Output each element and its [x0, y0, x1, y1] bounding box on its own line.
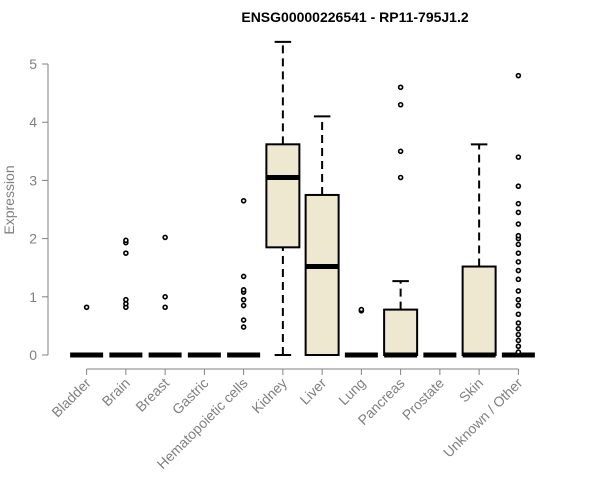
outlier-point — [397, 84, 404, 91]
outlier-point — [123, 237, 129, 244]
outlier-point — [240, 317, 247, 323]
outlier-point — [515, 232, 522, 239]
outlier-point — [240, 296, 247, 303]
y-tick-label: 3 — [29, 172, 37, 188]
outlier-point — [397, 148, 404, 155]
box-group — [227, 197, 261, 358]
box-group — [383, 84, 419, 358]
x-tick-label: Brain — [99, 375, 133, 409]
outlier-point — [515, 221, 522, 227]
outlier-point — [240, 302, 247, 309]
x-tick-label: Lung — [335, 375, 368, 408]
outlier-point — [397, 101, 404, 108]
outlier-point — [515, 337, 522, 344]
outlier-point — [240, 324, 247, 330]
outlier-point — [240, 287, 247, 293]
box-group — [70, 304, 104, 358]
outlier-point — [515, 267, 522, 274]
outlier-point — [515, 183, 522, 190]
box-group — [304, 115, 340, 356]
y-axis: 0 1 2 3 4 5 — [29, 56, 49, 363]
box-iqr — [265, 143, 301, 249]
box-group — [461, 143, 497, 358]
outlier-point — [515, 302, 522, 309]
box-iqr — [461, 265, 497, 357]
outlier-point — [515, 288, 522, 294]
outlier-point — [515, 200, 522, 207]
outlier-point — [162, 304, 168, 311]
box-group — [148, 234, 182, 358]
chart-title: ENSG00000226541 - RP11-795J1.2 — [241, 9, 468, 25]
outlier-point — [515, 241, 522, 248]
outlier-point — [515, 209, 522, 216]
box-iqr — [383, 308, 419, 357]
outlier-point — [162, 234, 168, 241]
y-tick-label: 4 — [29, 114, 37, 130]
outlier-point — [358, 306, 365, 313]
outlier-point — [515, 154, 522, 160]
x-tick-label: Bladder — [48, 375, 94, 421]
outlier-point — [515, 259, 522, 265]
box-group — [344, 306, 378, 358]
y-tick-label: 0 — [29, 347, 37, 363]
x-tick-label: Prostate — [399, 375, 447, 423]
outlier-point — [515, 343, 522, 350]
outlier-point — [515, 320, 522, 326]
outlier-point — [240, 197, 247, 204]
box-group — [265, 40, 301, 356]
x-tick-label: Liver — [296, 375, 329, 408]
outlier-point — [240, 273, 247, 280]
outlier-point — [515, 250, 522, 256]
outlier-point — [515, 276, 522, 283]
box-series — [70, 40, 535, 358]
box-group — [501, 72, 535, 358]
outlier-point — [515, 331, 522, 338]
outlier-point — [162, 293, 168, 300]
outlier-point — [515, 72, 522, 79]
outlier-point — [83, 304, 90, 311]
box-iqr — [304, 193, 340, 356]
x-tick-label: Skin — [456, 375, 487, 406]
outlier-point — [515, 311, 522, 318]
y-tick-label: 5 — [29, 56, 37, 72]
x-tick-label: Breast — [132, 375, 172, 415]
box-group — [109, 237, 143, 358]
outlier-point — [515, 326, 522, 332]
outlier-point — [515, 296, 522, 303]
y-axis-label: Expression — [1, 165, 17, 234]
y-tick-label: 2 — [29, 231, 37, 247]
outlier-point — [123, 250, 129, 256]
outlier-point — [123, 296, 129, 303]
x-tick-label: Kidney — [248, 375, 290, 417]
y-tick-label: 1 — [29, 289, 37, 305]
outlier-point — [397, 174, 404, 181]
outlier-point — [515, 349, 522, 355]
